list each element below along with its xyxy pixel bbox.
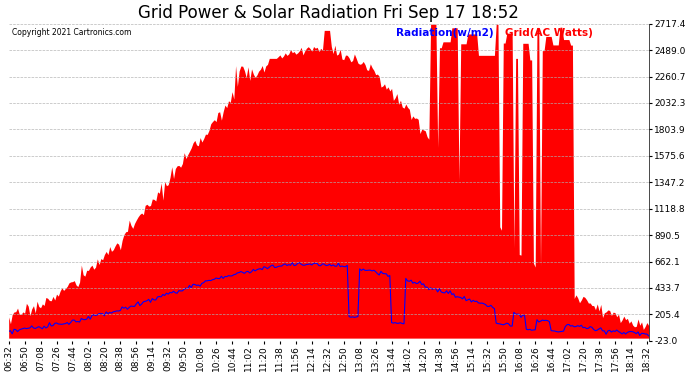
Title: Grid Power & Solar Radiation Fri Sep 17 18:52: Grid Power & Solar Radiation Fri Sep 17 …	[138, 4, 519, 22]
Text: Grid(AC Watts): Grid(AC Watts)	[504, 28, 593, 39]
Text: Radiation(w/m2): Radiation(w/m2)	[396, 28, 493, 39]
Text: Copyright 2021 Cartronics.com: Copyright 2021 Cartronics.com	[12, 28, 131, 38]
